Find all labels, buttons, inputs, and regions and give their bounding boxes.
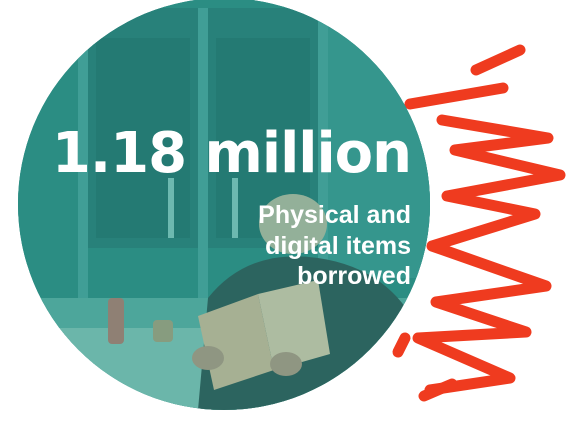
stat-number: 1.18 million	[51, 121, 412, 186]
stat-caption: Physical and digital items borrowed	[258, 200, 411, 292]
reader-photo-circle	[18, 0, 430, 410]
stat-caption-line-2: digital items	[265, 231, 411, 260]
stat-caption-line-3: borrowed	[297, 262, 411, 290]
stat-caption-line-1: Physical and	[258, 201, 411, 229]
library-reading-photo	[18, 0, 430, 410]
